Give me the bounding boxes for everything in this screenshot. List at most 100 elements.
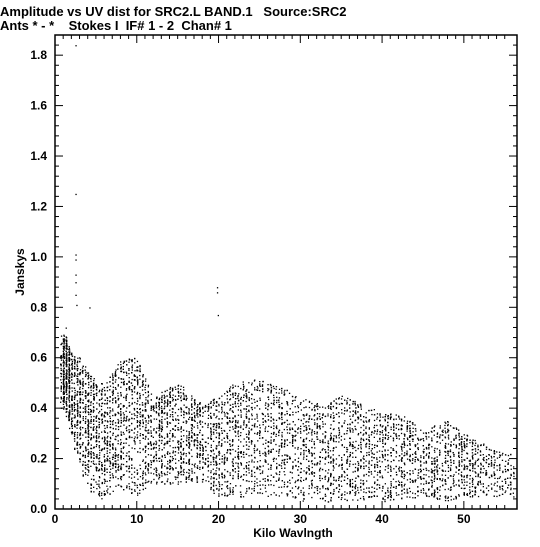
data-point (197, 406, 199, 408)
chart-subtitle: Ants * - * Stokes I IF# 1 - 2 Chan# 1 (0, 18, 232, 33)
data-point (472, 458, 474, 460)
data-point (477, 444, 479, 446)
data-point (311, 496, 313, 499)
data-point (292, 465, 294, 467)
data-point (131, 459, 133, 461)
data-point (155, 467, 157, 469)
data-point (384, 443, 386, 445)
data-point (278, 495, 280, 497)
data-point (96, 483, 98, 485)
data-point (319, 467, 322, 469)
data-point (493, 450, 495, 452)
data-point (254, 423, 256, 425)
data-point (458, 495, 460, 497)
data-point (431, 437, 433, 439)
data-point (341, 485, 343, 487)
data-point (379, 437, 381, 439)
data-point (425, 447, 428, 449)
data-point (169, 482, 171, 484)
data-point (144, 445, 146, 447)
data-point (461, 438, 463, 440)
data-point (455, 447, 457, 449)
data-point (155, 470, 157, 472)
data-point (183, 458, 185, 460)
data-point (188, 469, 190, 471)
data-point (82, 419, 84, 421)
data-point (139, 424, 141, 426)
data-point (303, 407, 305, 409)
data-point (463, 444, 466, 446)
data-point (210, 483, 212, 485)
data-point (131, 378, 133, 381)
data-point (210, 438, 212, 440)
data-point (360, 446, 362, 448)
data-point (109, 407, 111, 409)
data-point (433, 492, 435, 494)
data-point (471, 445, 473, 447)
data-point (352, 456, 354, 458)
data-point (84, 375, 87, 378)
data-point (270, 407, 272, 409)
data-point (128, 381, 130, 383)
data-point (65, 344, 68, 346)
data-point (112, 399, 114, 401)
data-point (420, 470, 422, 472)
data-point (272, 403, 274, 405)
data-point (103, 447, 106, 449)
data-point (436, 433, 438, 435)
data-point (273, 419, 275, 421)
data-point (318, 470, 321, 472)
data-point (469, 475, 471, 477)
data-point (240, 493, 242, 496)
data-point (493, 465, 495, 467)
data-point (480, 489, 482, 491)
data-point (88, 460, 90, 463)
data-point (232, 444, 234, 446)
data-point (210, 444, 212, 446)
data-point (303, 415, 305, 417)
data-point (425, 480, 427, 482)
data-point (368, 462, 370, 464)
data-point (453, 481, 455, 483)
data-point (267, 495, 269, 497)
data-point (327, 455, 329, 457)
data-point (226, 457, 228, 460)
data-point (166, 434, 169, 436)
data-point (82, 417, 84, 420)
data-point (137, 492, 139, 494)
data-point (79, 413, 81, 416)
data-point (76, 444, 78, 446)
data-point (502, 470, 504, 472)
data-point (114, 466, 117, 468)
data-point (196, 455, 198, 457)
data-point (313, 419, 316, 421)
data-point (297, 460, 299, 463)
data-point (227, 487, 229, 490)
data-point (349, 451, 351, 454)
data-point (120, 421, 122, 424)
data-point (185, 395, 187, 398)
data-point (136, 397, 139, 400)
data-point (240, 396, 242, 399)
data-point (128, 483, 130, 485)
data-point (82, 416, 84, 418)
data-point (114, 447, 117, 449)
data-point (159, 421, 161, 423)
data-point (104, 467, 106, 469)
data-point (188, 432, 191, 434)
data-point (161, 399, 163, 401)
data-point (107, 441, 109, 443)
data-point (207, 410, 209, 412)
data-point (191, 435, 193, 437)
data-point (125, 388, 128, 390)
data-point (95, 388, 98, 391)
data-point (85, 397, 87, 400)
data-point (286, 432, 289, 434)
data-point (422, 452, 425, 454)
data-point (460, 441, 463, 443)
data-point (398, 460, 400, 462)
data-point (401, 493, 403, 495)
data-point (414, 424, 416, 426)
data-point (335, 441, 337, 443)
data-point (264, 428, 266, 430)
